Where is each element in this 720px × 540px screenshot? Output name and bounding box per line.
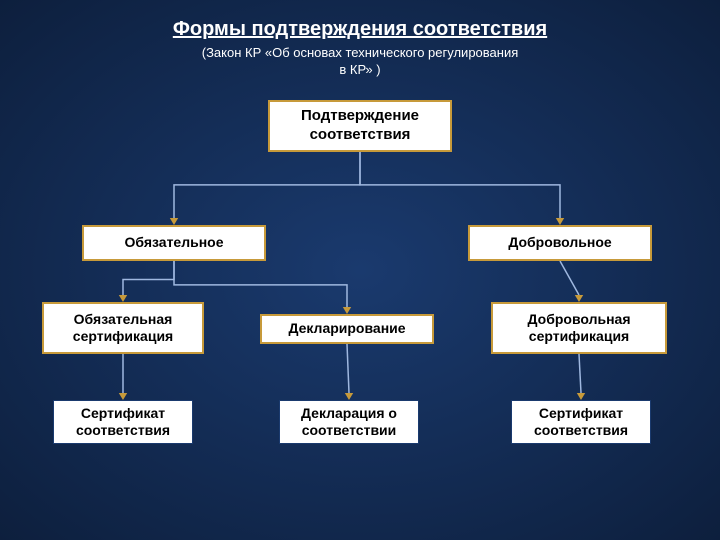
- node-l2c: Добровольная сертификация: [491, 302, 667, 354]
- connector-layer: [0, 0, 720, 540]
- node-l2a: Обязательная сертификация: [42, 302, 204, 354]
- node-l2b: Декларирование: [260, 314, 434, 344]
- subtitle-line2: в КР» ): [339, 62, 380, 77]
- node-l3a: Сертификат соответствия: [53, 400, 193, 444]
- subtitle-line1: (Закон КР «Об основах технического регул…: [202, 45, 519, 60]
- node-root: Подтверждение соответствия: [268, 100, 452, 152]
- node-l3b: Декларация о соответствии: [279, 400, 419, 444]
- page-subtitle: (Закон КР «Об основах технического регул…: [0, 45, 720, 79]
- node-l3c: Сертификат соответствия: [511, 400, 651, 444]
- page-title: Формы подтверждения соответствия: [0, 0, 720, 41]
- node-l1a: Обязательное: [82, 225, 266, 261]
- node-l1b: Добровольное: [468, 225, 652, 261]
